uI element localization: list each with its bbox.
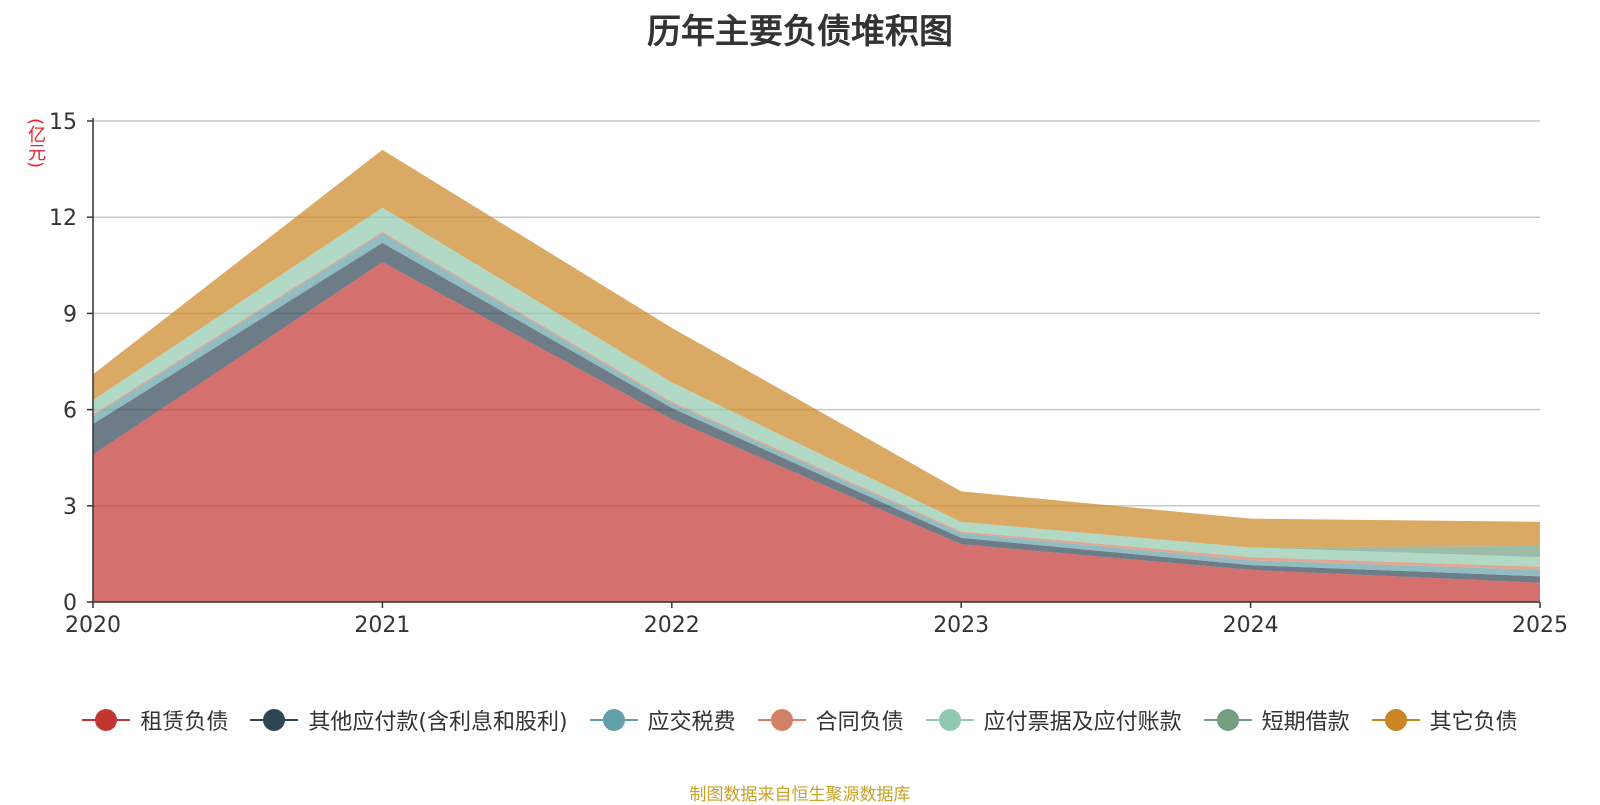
legend-label: 短期借款 (1261, 710, 1350, 735)
area-series (93, 149, 1540, 602)
legend-item[interactable]: 其他应付款(含利息和股利) (250, 704, 568, 736)
legend-label: 其它负债 (1429, 710, 1518, 735)
area-1 (93, 262, 1540, 602)
legend-marker-icon (1203, 708, 1252, 732)
legend-item[interactable]: 合同负债 (757, 704, 904, 736)
legend-label: 合同负债 (815, 710, 904, 735)
area-7 (93, 149, 1540, 548)
y-tick-label: 15 (49, 110, 77, 135)
y-tick-label: 9 (63, 302, 77, 327)
x-tick-label: 2020 (65, 613, 121, 638)
legend-label: 应交税费 (647, 710, 736, 735)
source-note: 制图数据来自恒生聚源数据库 (689, 785, 911, 805)
y-tick-label: 12 (49, 206, 77, 231)
x-tick-label: 2023 (933, 613, 989, 638)
legend-item[interactable]: 应付票据及应付账款 (925, 704, 1182, 736)
y-tick-label: 0 (63, 591, 77, 616)
x-tick-label: 2021 (354, 613, 410, 638)
legend-item[interactable]: 短期借款 (1203, 704, 1350, 736)
axes: 0 3 6 9 12 15 2020 2021 2022 2023 2024 2025 (49, 110, 1568, 638)
y-tick-label: 6 (63, 399, 77, 424)
x-tick-label: 2025 (1512, 613, 1568, 638)
legend-marker-icon (1371, 708, 1420, 732)
legend-marker-icon (589, 708, 638, 732)
legend-marker-icon (925, 708, 974, 732)
legend-marker-icon (757, 708, 806, 732)
chart-title: 历年主要负债堆积图 (647, 12, 953, 52)
legend-item[interactable]: 应交税费 (589, 704, 736, 736)
legend-label: 其他应付款(含利息和股利) (308, 710, 568, 735)
legend-item[interactable]: 租赁负债 (82, 704, 228, 736)
y-axis-unit-label: (亿元) (25, 118, 46, 169)
x-tick-label: 2024 (1223, 613, 1279, 638)
legend-item[interactable]: 其它负债 (1371, 704, 1518, 736)
stacked-area-chart: 0 3 6 9 12 15 2020 2021 2022 2023 2024 2025 (49, 110, 1568, 638)
y-tick-label: 3 (63, 495, 77, 520)
legend-label: 应付票据及应付账款 (983, 710, 1182, 735)
legend: 租赁负债 其他应付款(含利息和股利) 应交税费 合同负债 应付票据及应付账款 短期借款 其它… (0, 700, 1600, 740)
x-tick-label: 2022 (644, 613, 700, 638)
legend-marker-icon (250, 708, 299, 732)
legend-label: 租赁负债 (140, 710, 229, 735)
legend-marker-icon (82, 708, 131, 732)
